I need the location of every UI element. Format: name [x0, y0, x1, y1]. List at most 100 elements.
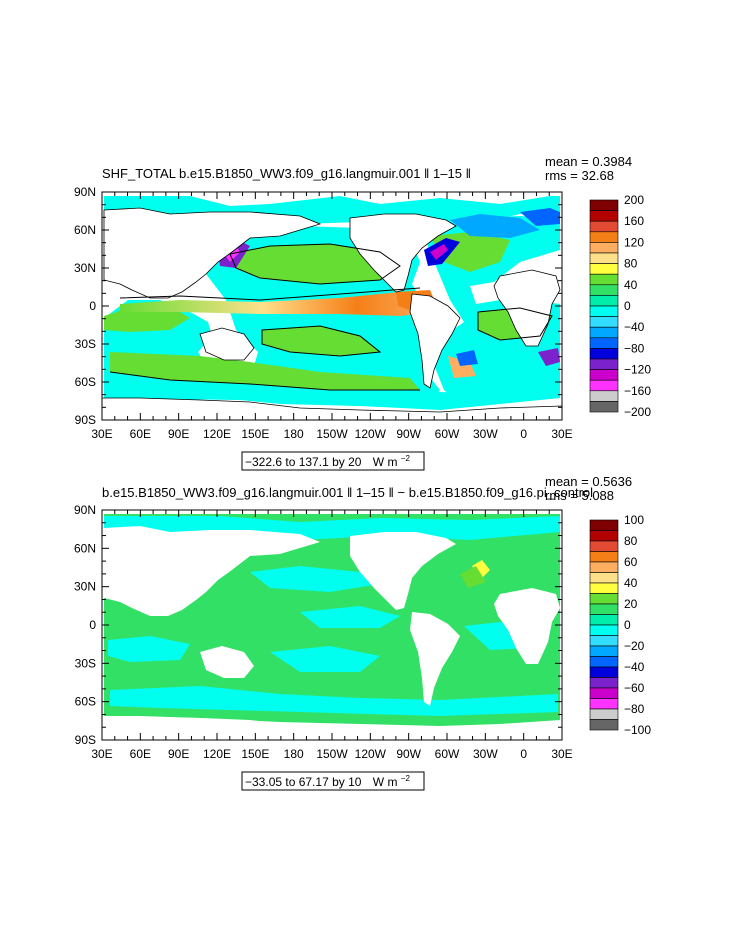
colorbar-swatch — [589, 666, 619, 678]
panel-1-range-box: −322.6 to 137.1 by 20 W m −2 — [241, 451, 425, 471]
colorbar-swatch — [589, 242, 619, 254]
y-tick-label: 60S — [75, 375, 96, 389]
y-tick-label: 30N — [74, 580, 96, 594]
colorbar-swatch — [589, 540, 619, 552]
contour-southern-belt — [109, 371, 420, 391]
panel-1-x-ticks: 30E 60E 90E 120E 150E 180 150W 120W 90W 60W 30W 0 30… — [91, 192, 573, 441]
y-tick-label: 30S — [75, 337, 96, 351]
negative-patch-south-pacific — [270, 646, 380, 672]
colorbar-label: 40 — [624, 278, 638, 292]
colorbar-label: −80 — [624, 341, 645, 355]
y-tick-label: 90N — [74, 185, 96, 199]
nordic-seas-cooling — [520, 208, 560, 226]
colorbar-swatch — [589, 635, 619, 647]
colorbar-label: 0 — [624, 618, 631, 632]
positive-patch-north-atlantic — [472, 560, 490, 580]
colorbar-swatch — [589, 263, 619, 275]
colorbar-label: 100 — [624, 513, 644, 527]
colorbar-swatch — [589, 582, 619, 594]
x-tick-label: 60W — [435, 747, 460, 761]
colorbar-label: −80 — [624, 702, 645, 716]
panel-1-units: W m — [373, 455, 398, 469]
colorbar-swatch — [589, 348, 619, 360]
x-tick-label: 150E — [241, 427, 269, 441]
colorbar-swatch — [589, 698, 619, 710]
positive-patch-north-atlantic-2 — [460, 566, 486, 588]
colorbar-swatch — [589, 273, 619, 286]
colorbar-label: 120 — [624, 235, 644, 249]
continent-africa-2 — [494, 588, 560, 664]
colorbar-swatch — [589, 530, 619, 542]
colorbar-swatch — [589, 645, 619, 657]
colorbar-swatch — [589, 719, 619, 731]
colorbar-swatch — [589, 551, 619, 563]
panel-2-units-exponent: −2 — [401, 774, 411, 783]
colorbar-swatch — [589, 401, 619, 413]
colorbar-swatch — [589, 316, 619, 328]
y-tick-label: 90S — [75, 413, 96, 427]
continent-eurasia — [103, 207, 322, 299]
colorbar-swatch — [589, 358, 619, 370]
panel-2: b.e15.B1850_WW3.f09_g16.langmuir.001 ‖ 1… — [74, 474, 651, 791]
continent-north-america — [349, 213, 457, 293]
colorbar-swatch — [589, 326, 619, 339]
y-tick-label: 30S — [75, 656, 96, 670]
y-tick-label: 90N — [74, 503, 96, 517]
colorbar-label: 80 — [624, 257, 638, 271]
x-tick-label: 30E — [91, 427, 112, 441]
x-tick-label: 150W — [316, 747, 348, 761]
colorbar-swatch — [589, 593, 619, 605]
continent-south-america-2 — [410, 612, 460, 706]
panel-2-field — [102, 510, 562, 740]
colorbar-label: −120 — [624, 363, 651, 377]
x-tick-label: 60E — [130, 747, 151, 761]
panel-2-units: W m — [373, 775, 398, 789]
x-tick-label: 120W — [355, 747, 387, 761]
colorbar-swatch — [589, 677, 619, 689]
panel-2-range-box: −33.05 to 67.17 by 10 W m −2 — [241, 771, 425, 791]
panel-1-y-ticks: 90N 60N 30N 0 30S 60S 90S — [74, 185, 562, 427]
colorbar-label: 80 — [624, 534, 638, 548]
x-tick-label: 0 — [520, 747, 527, 761]
agulhas-cooling — [538, 348, 560, 366]
panel-1-mean: mean = 0.3984 — [545, 154, 632, 169]
labrador-sea-cooling — [450, 214, 540, 238]
colorbar-label: 160 — [624, 214, 644, 228]
colorbar-swatch — [589, 656, 619, 668]
colorbar-swatch — [589, 252, 619, 264]
x-tick-label: 0 — [520, 427, 527, 441]
gulf-stream-core — [430, 244, 448, 260]
x-tick-label: 30E — [551, 747, 572, 761]
svg-text:−33.05 to 67.17 by 10: −33.05 to 67.17 by 10 W m −2 — [245, 774, 410, 789]
equatorial-warm-tongue — [120, 292, 436, 316]
contour-south-atlantic — [477, 307, 553, 341]
colorbar-swatch — [589, 614, 619, 626]
colorbar-swatch — [589, 231, 619, 243]
x-tick-label: 30W — [473, 427, 498, 441]
contour-south-pacific — [261, 325, 382, 357]
colorbar-label: 0 — [624, 299, 631, 313]
southern-ocean — [104, 378, 560, 410]
panel-2-title: b.e15.B1850_WW3.f09_g16.langmuir.001 ‖ 1… — [102, 485, 593, 500]
contour-equatorial — [119, 287, 421, 301]
panel-1-field — [101, 192, 563, 421]
colorbar-swatch — [589, 199, 619, 211]
continent-africa — [493, 269, 561, 347]
negative-patch-southern — [110, 686, 558, 716]
x-tick-label: 120E — [203, 747, 231, 761]
colorbar-swatch — [589, 305, 619, 317]
negative-patch-indian — [108, 636, 190, 662]
colorbar-swatch — [589, 687, 619, 699]
continent-south-america — [409, 293, 461, 389]
colorbar-label: −60 — [624, 681, 645, 695]
x-tick-label: 120W — [355, 427, 387, 441]
panel-1-units-exponent: −2 — [401, 454, 411, 463]
x-tick-label: 90W — [396, 427, 421, 441]
benguela-upwelling — [448, 356, 476, 378]
continent-australia-2 — [200, 646, 254, 678]
colorbar-swatch — [589, 561, 619, 573]
panel-1-title: SHF_TOTAL b.e15.B1850_WW3.f09_g16.langmu… — [102, 166, 471, 181]
colorbar-swatch — [589, 210, 619, 222]
panel-1-range: −322.6 to 137.1 by 20 — [245, 455, 362, 469]
